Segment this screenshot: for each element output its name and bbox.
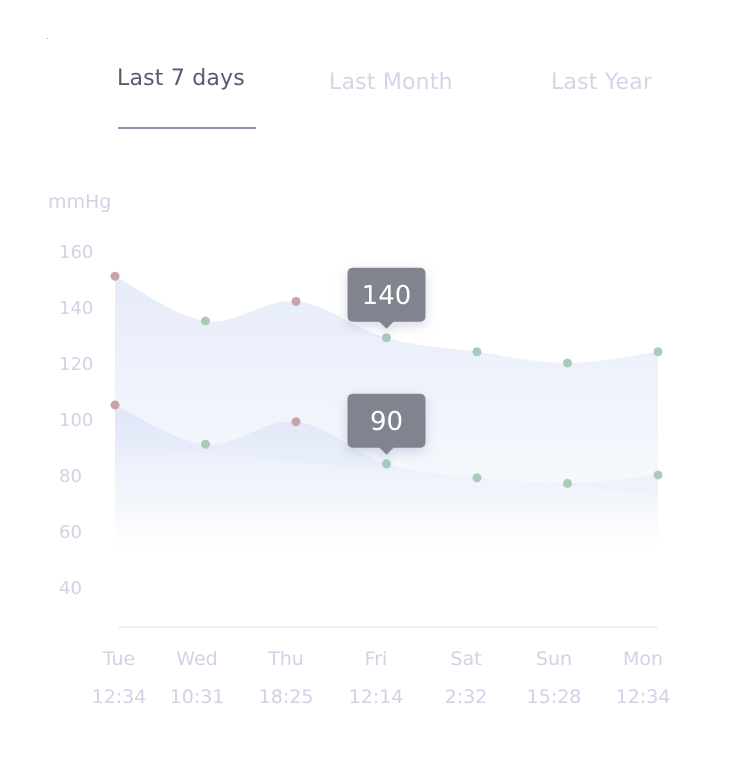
y-tick-label: 160 — [59, 242, 93, 263]
systolic-point[interactable] — [201, 316, 210, 326]
y-tick-label: 120 — [59, 354, 93, 375]
x-tick-time: 12:34 — [616, 686, 671, 708]
y-tick-label: 80 — [59, 466, 82, 487]
diastolic-point[interactable] — [653, 470, 663, 480]
x-tick-day: Fri — [365, 648, 388, 670]
systolic-point[interactable] — [563, 358, 572, 368]
x-tick-time: 15:28 — [527, 686, 582, 708]
tab-last-year[interactable]: Last Year — [551, 70, 653, 95]
diastolic-point[interactable] — [382, 459, 391, 469]
x-tick-day: Sat — [450, 648, 481, 670]
decorative-dot — [47, 38, 48, 39]
tab-last-month[interactable]: Last Month — [329, 70, 453, 95]
x-tick-time: 18:25 — [259, 686, 314, 708]
x-tick-time: 12:34 — [92, 686, 147, 708]
x-tick-day: Thu — [267, 648, 304, 670]
y-axis-label: mmHg — [48, 191, 111, 213]
x-tick-day: Tue — [102, 648, 135, 670]
y-tick-label: 140 — [59, 298, 93, 319]
tooltip-label: 140 — [362, 281, 412, 311]
value-tooltip: 90 — [347, 393, 426, 455]
x-tick-day: Wed — [176, 648, 217, 670]
y-axis-ticks: 160 140 120 100 80 60 40 — [59, 242, 93, 599]
diastolic-point[interactable] — [291, 417, 301, 427]
tooltip-bubble — [347, 393, 426, 455]
diastolic-area — [115, 405, 658, 557]
diastolic-point[interactable] — [472, 473, 482, 483]
systolic-point[interactable] — [653, 347, 663, 357]
y-tick-label: 60 — [59, 522, 82, 543]
tab-last-7-days[interactable]: Last 7 days — [117, 66, 245, 91]
chart-tooltips: 140 90 — [347, 267, 426, 455]
x-tick-day: Sun — [536, 648, 572, 670]
diastolic-point[interactable] — [201, 439, 210, 449]
x-axis-ticks: Tue 12:34 Wed 10:31 Thu 18:25 Fri 12:14 Sat 2:32 S… — [92, 648, 671, 708]
tooltip-label: 90 — [370, 407, 403, 437]
value-tooltip: 140 — [347, 267, 426, 329]
systolic-point[interactable] — [110, 271, 120, 281]
chart-areas — [115, 276, 658, 557]
systolic-point[interactable] — [472, 347, 482, 357]
systolic-point[interactable] — [382, 333, 391, 343]
x-tick-day: Mon — [623, 648, 663, 670]
diastolic-point[interactable] — [110, 400, 120, 410]
y-tick-label: 100 — [59, 410, 93, 431]
y-tick-label: 40 — [59, 578, 82, 599]
diastolic-point[interactable] — [563, 478, 572, 488]
systolic-point[interactable] — [291, 296, 301, 306]
x-tick-time: 2:32 — [445, 686, 488, 708]
tooltip-bubble — [347, 267, 426, 329]
active-tab-indicator — [118, 127, 256, 129]
chart-points — [110, 271, 663, 488]
time-range-tabs: Last 7 days Last Month Last Year — [0, 0, 746, 140]
x-tick-time: 12:14 — [349, 686, 404, 708]
x-tick-time: 10:31 — [170, 686, 225, 708]
